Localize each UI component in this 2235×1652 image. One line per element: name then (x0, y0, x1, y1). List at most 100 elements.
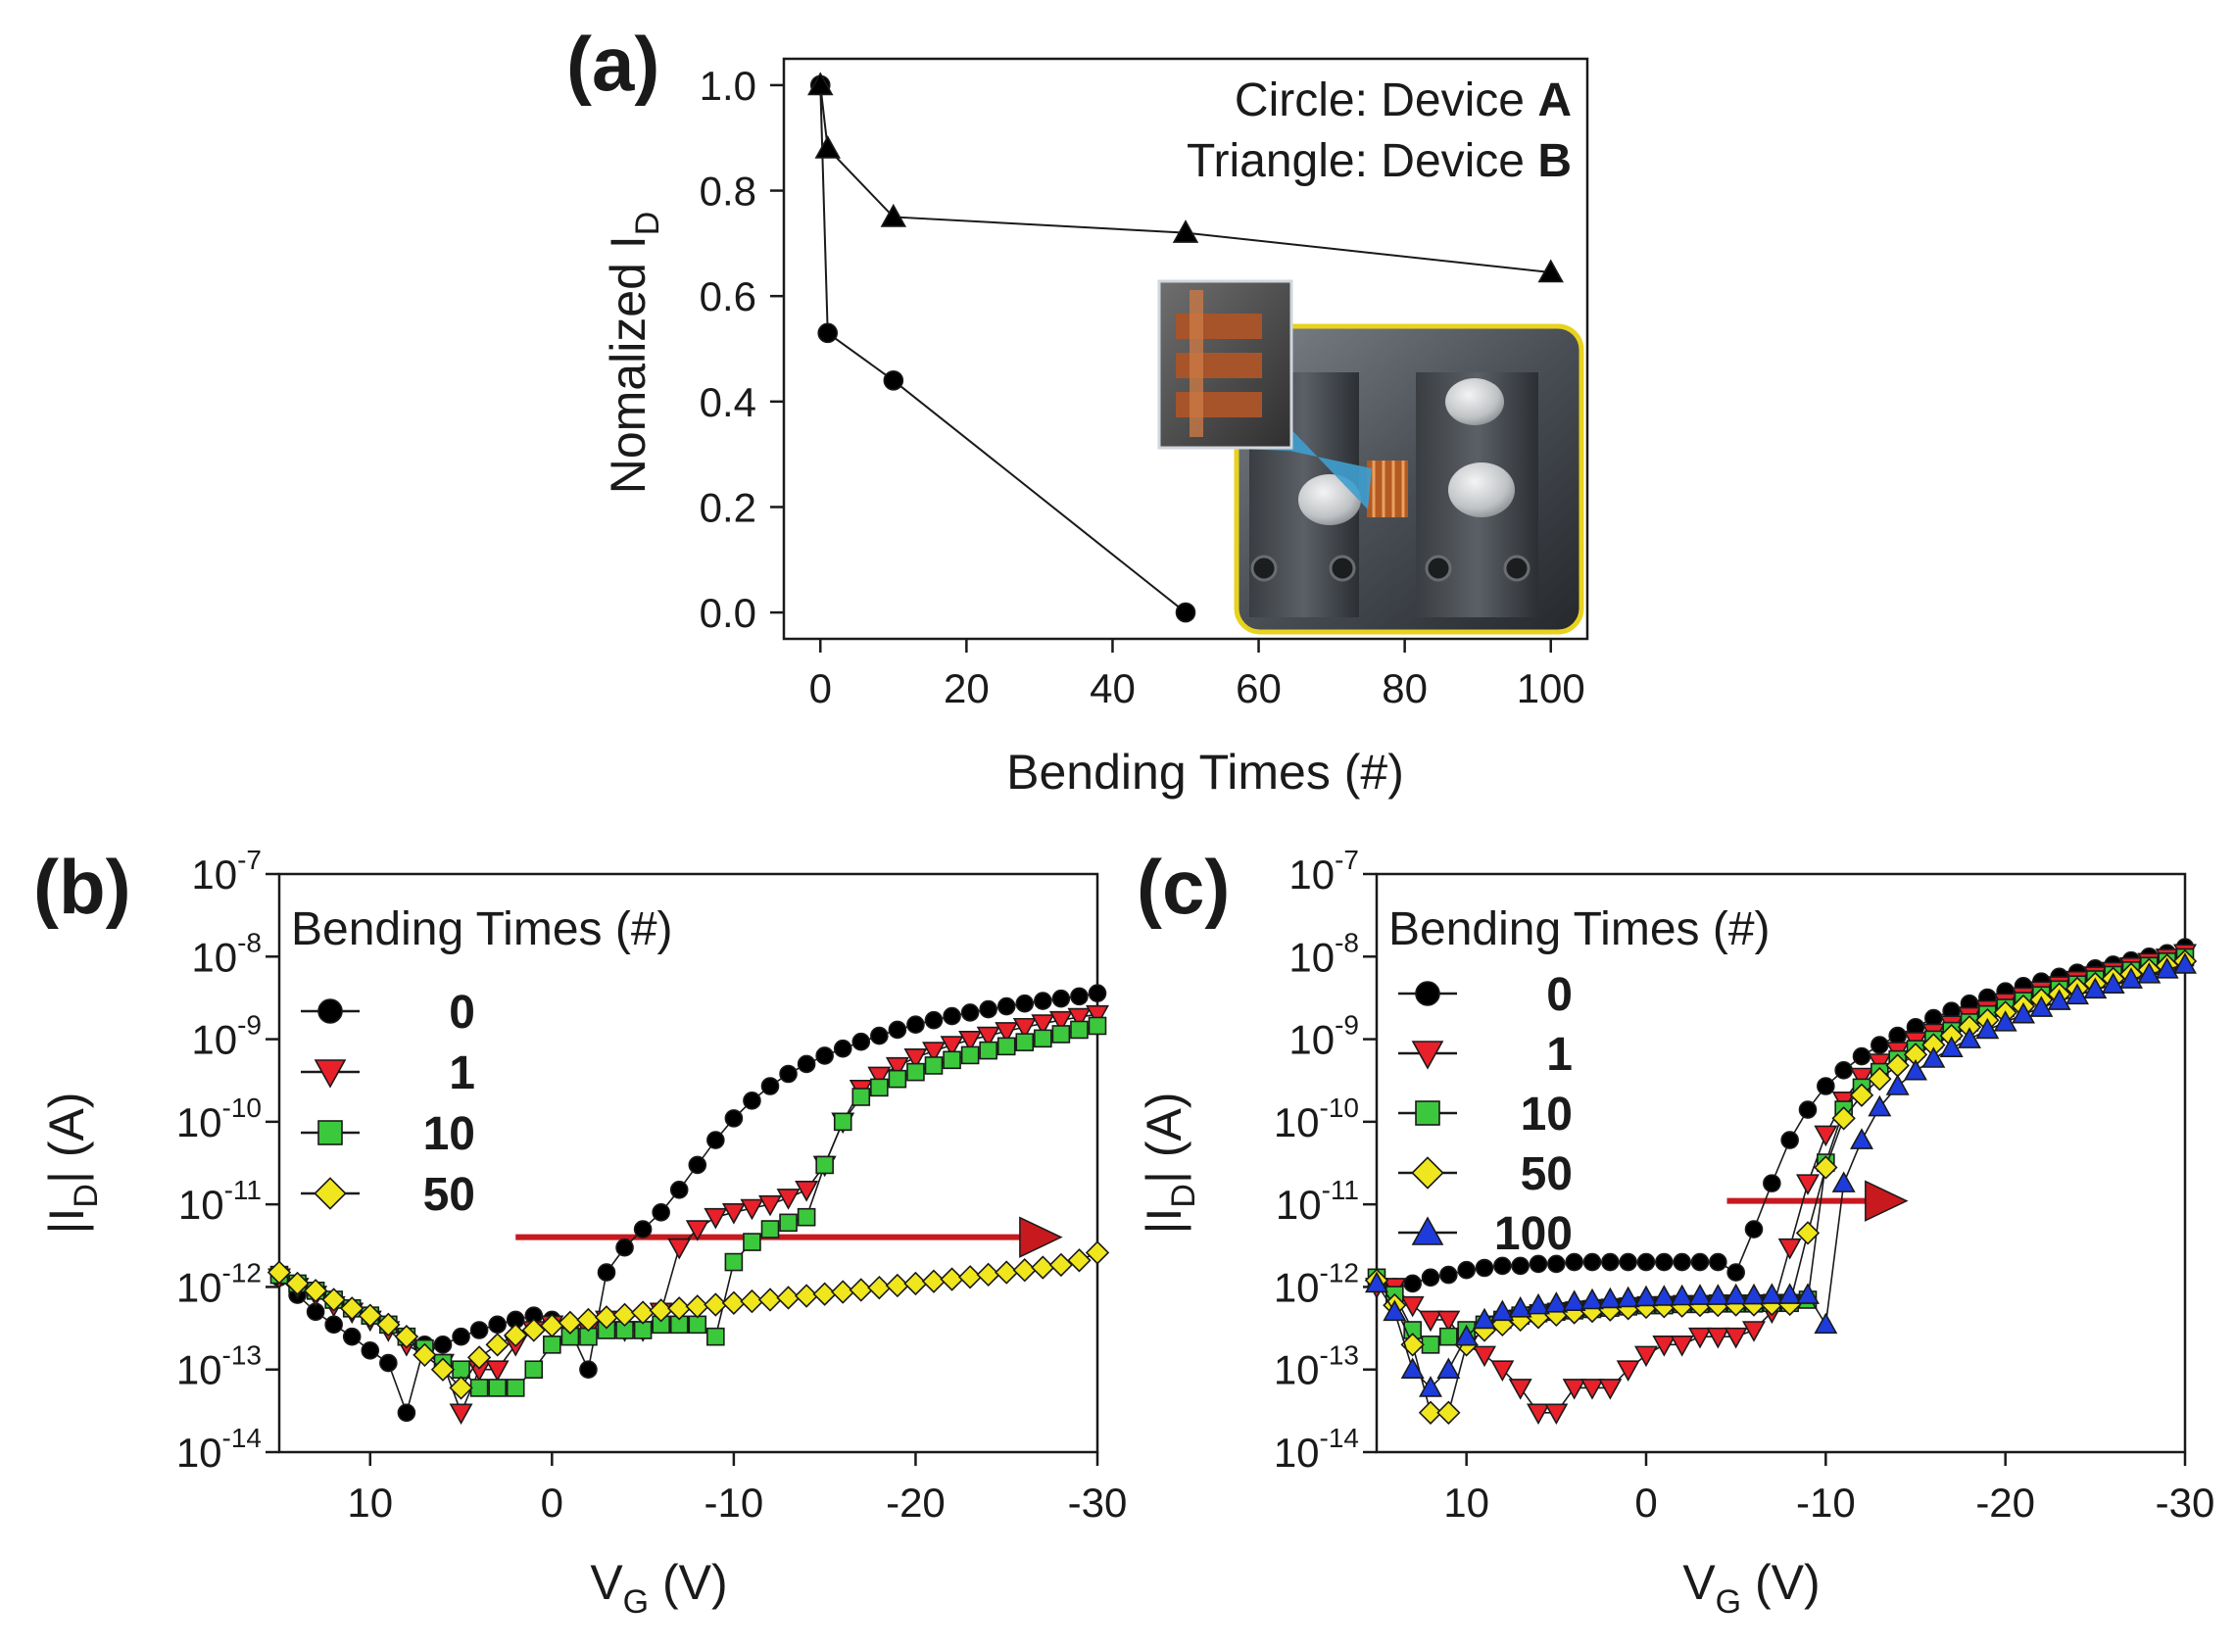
data-point (740, 1198, 764, 1221)
data-point (1888, 1026, 1907, 1045)
data-point (1921, 1046, 1946, 1068)
y-tick-label: 10-9 (191, 1010, 262, 1063)
y-tick-label: 0.0 (700, 590, 756, 636)
data-point (1475, 1258, 1494, 1278)
data-point (1636, 1252, 1656, 1272)
data-point (1763, 1174, 1781, 1192)
data-point (1473, 1345, 1496, 1368)
data-point (957, 1265, 983, 1289)
x-tick-label: 10 (1443, 1480, 1489, 1526)
legend-label: 1 (449, 1047, 475, 1099)
data-point (814, 134, 841, 159)
data-point (794, 1284, 819, 1308)
data-point (1012, 1258, 1037, 1283)
data-point (1670, 1284, 1694, 1306)
data-point (1088, 1016, 1107, 1036)
data-point (466, 1345, 492, 1370)
data-point (376, 1312, 401, 1337)
y-tick-label: 10-10 (176, 1093, 262, 1145)
legend-label: 1 (1546, 1029, 1573, 1081)
data-point (1742, 1283, 1766, 1305)
screw-hole (1425, 555, 1452, 582)
data-point (1814, 1312, 1838, 1335)
series-line (278, 992, 1098, 1416)
y-tick-label: 0.8 (700, 169, 756, 215)
data-point (1048, 1010, 1073, 1033)
screw-hole (1250, 555, 1278, 582)
data-point (1067, 1007, 1092, 1030)
data-point (797, 1054, 816, 1074)
data-point (921, 1269, 947, 1293)
data-point (1473, 1307, 1496, 1330)
data-point (469, 1379, 489, 1397)
data-point (1868, 1066, 1892, 1092)
data-point (1537, 259, 1564, 283)
x-tick-label: 10 (347, 1480, 393, 1526)
data-point (1400, 1357, 1425, 1380)
legend: Bending Times (#) 0 1 10 50 (291, 903, 673, 1221)
data-point (1012, 1017, 1037, 1040)
data-point (2173, 952, 2197, 974)
data-point (1544, 1403, 1569, 1426)
data-point (1777, 1238, 1802, 1260)
data-point (2012, 1001, 2035, 1024)
data-point (1690, 1252, 1710, 1272)
data-point (449, 1403, 473, 1426)
data-point (1601, 1252, 1620, 1272)
panel-b: 10 0 -10 -20 -3010-710-810-910-1010-1110-121… (33, 844, 1127, 1621)
data-point (612, 1302, 637, 1328)
data-point (667, 1296, 692, 1321)
panel-label: (b) (33, 844, 131, 930)
data-point (1419, 1376, 1442, 1397)
data-point (1655, 1252, 1674, 1272)
screw-hole (1503, 555, 1530, 582)
y-tick-label: 10-12 (176, 1257, 262, 1310)
y-tick-label: 10-14 (1274, 1423, 1359, 1476)
data-point (849, 1278, 873, 1302)
data-point (1744, 1220, 1764, 1239)
screw-hole (1329, 555, 1356, 582)
series-device-a (809, 74, 1196, 623)
data-point (903, 1047, 928, 1070)
data-point (576, 1307, 601, 1333)
y-tick-label: 10-14 (176, 1423, 262, 1476)
data-point (1436, 1400, 1461, 1425)
data-point (1436, 1310, 1461, 1333)
legend-label: 50 (1521, 1148, 1573, 1200)
data-point (1780, 1131, 1799, 1149)
series-10 (269, 1016, 1107, 1397)
data-point (2029, 996, 2054, 1017)
data-point (433, 1336, 453, 1354)
data-point (880, 203, 907, 227)
y-tick-label: 0.6 (700, 273, 756, 319)
data-point (1871, 1036, 1889, 1054)
x-tick-label: -30 (1068, 1480, 1128, 1526)
y-tick-label: 1.0 (700, 63, 756, 109)
x-axis-label: VG (V) (590, 1555, 727, 1621)
data-point (1085, 1240, 1110, 1265)
data-point (1817, 1077, 1835, 1095)
data-point (267, 1260, 292, 1285)
legend-marker (317, 1120, 343, 1145)
data-point (833, 1112, 852, 1132)
data-point (1015, 994, 1035, 1013)
y-tick-label: 10-8 (1288, 927, 1359, 980)
data-point (943, 1050, 961, 1070)
data-point (1742, 1321, 1766, 1342)
y-axis-label: |ID| (A) (39, 1093, 105, 1235)
data-point (1993, 1010, 2017, 1032)
data-point (721, 1290, 747, 1315)
series-device-b (807, 72, 1564, 283)
data-point (1688, 1284, 1712, 1305)
x-tick-label: 20 (944, 665, 990, 711)
data-point (485, 1360, 510, 1382)
data-point (1048, 1252, 1074, 1278)
series-line (1376, 956, 2186, 1346)
data-point (485, 1333, 510, 1357)
data-point (2101, 972, 2125, 995)
data-point (885, 1273, 910, 1298)
data-point (706, 1327, 725, 1346)
data-point (1670, 1336, 1694, 1357)
data-point (397, 1403, 416, 1423)
data-point (1652, 1336, 1676, 1357)
